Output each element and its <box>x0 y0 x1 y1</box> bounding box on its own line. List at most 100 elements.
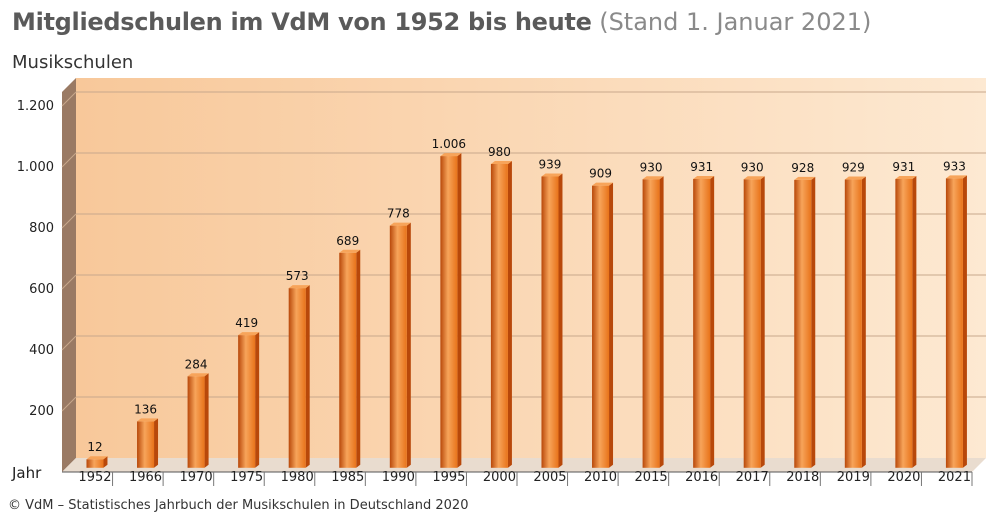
bar-side <box>962 175 967 468</box>
bar <box>642 179 660 468</box>
y-tick-label: 200 <box>29 404 54 419</box>
bar <box>187 376 205 468</box>
x-tick-label: 1980 <box>281 470 314 485</box>
bar <box>288 288 306 468</box>
data-label: 909 <box>589 167 612 181</box>
bar-top <box>440 153 462 157</box>
bar <box>844 179 862 468</box>
bar-side <box>710 175 715 468</box>
bar-top <box>389 222 411 226</box>
bar <box>339 252 357 468</box>
bar <box>137 421 155 468</box>
bar-side <box>507 161 512 468</box>
x-tick-label: 2017 <box>736 470 769 485</box>
bar-side <box>558 173 563 468</box>
bar-top <box>945 175 967 179</box>
data-label: 689 <box>336 234 359 248</box>
x-tick-label: 2015 <box>635 470 668 485</box>
y-tick-label: 1.200 <box>17 99 54 114</box>
gridline-side <box>61 274 77 290</box>
x-tick-label: 2021 <box>938 470 971 485</box>
gridline-side <box>61 213 77 229</box>
bar-top <box>743 176 765 180</box>
data-label: 284 <box>185 357 208 371</box>
bar-top <box>288 285 310 289</box>
x-tick-label: 2000 <box>483 470 516 485</box>
gridline-side <box>61 152 77 168</box>
data-label: 931 <box>690 160 713 174</box>
bar-side <box>457 153 462 468</box>
x-tick-label: 2019 <box>837 470 870 485</box>
bar-top <box>693 175 715 179</box>
y-axis-label: Musikschulen <box>12 52 134 73</box>
x-tick-label: 1952 <box>78 470 111 485</box>
y-tick-label: 400 <box>29 343 54 358</box>
x-tick-label: 2016 <box>685 470 718 485</box>
plot-background <box>76 78 986 458</box>
bar-top <box>187 373 209 377</box>
bar-top <box>541 173 563 177</box>
data-label: 573 <box>286 269 309 283</box>
data-label: 931 <box>892 160 915 174</box>
bar <box>490 164 508 468</box>
bar <box>895 178 913 468</box>
data-label: 980 <box>488 145 511 159</box>
x-tick-label: 2018 <box>786 470 819 485</box>
x-tick-label: 1985 <box>331 470 364 485</box>
x-axis-label: Jahr <box>11 464 42 482</box>
bar-side <box>204 373 209 468</box>
data-label: 419 <box>235 316 258 330</box>
bar-side <box>760 176 765 468</box>
gridline-side <box>61 335 77 351</box>
bar-top <box>794 176 816 180</box>
data-label: 930 <box>640 160 663 174</box>
bar-top <box>339 249 361 253</box>
bar-side <box>154 418 159 468</box>
bar <box>945 178 963 468</box>
bar-top <box>895 175 917 179</box>
bar <box>592 185 610 468</box>
bar <box>440 156 458 468</box>
bar-side <box>609 182 614 468</box>
bar-side <box>305 285 310 468</box>
data-label: 929 <box>842 161 865 175</box>
chart-title-row: Mitgliedschulen im VdM von 1952 bis heut… <box>12 6 871 38</box>
bar-side <box>811 176 816 468</box>
x-tick-label: 1990 <box>382 470 415 485</box>
chart-subtitle: (Stand 1. Januar 2021) <box>599 8 872 36</box>
bar-top <box>592 182 614 186</box>
bar-side <box>659 176 664 468</box>
bar-top <box>642 176 664 180</box>
data-label: 1.006 <box>432 137 466 151</box>
bar <box>541 176 559 468</box>
y-tick-label: 1.000 <box>17 160 54 175</box>
source-note: © VdM – Statistisches Jahrbuch der Musik… <box>8 498 469 513</box>
gridline-side <box>61 396 77 412</box>
bar-top <box>238 332 260 336</box>
data-label: 12 <box>87 440 102 454</box>
x-tick-label: 1966 <box>129 470 162 485</box>
bar-top <box>844 176 866 180</box>
data-label: 778 <box>387 207 410 221</box>
plot-side-wall <box>62 78 76 472</box>
bar <box>238 335 256 468</box>
bar <box>86 459 104 468</box>
x-tick-label: 1975 <box>230 470 263 485</box>
bar-top <box>490 161 512 164</box>
data-label: 928 <box>791 161 814 175</box>
bar-side <box>912 175 917 468</box>
x-tick-label: 2010 <box>584 470 617 485</box>
bar-side <box>356 249 361 468</box>
bar-side <box>406 222 411 468</box>
x-tick-label: 2020 <box>887 470 920 485</box>
y-tick-label: 800 <box>29 221 54 236</box>
chart-title: Mitgliedschulen im VdM von 1952 bis heut… <box>12 8 592 36</box>
data-label: 930 <box>741 160 764 174</box>
bar <box>693 178 711 468</box>
data-label: 939 <box>539 158 562 172</box>
bar-side <box>103 456 108 468</box>
gridline-side <box>61 91 77 107</box>
bar-side <box>255 332 260 468</box>
bar-top <box>137 418 159 422</box>
